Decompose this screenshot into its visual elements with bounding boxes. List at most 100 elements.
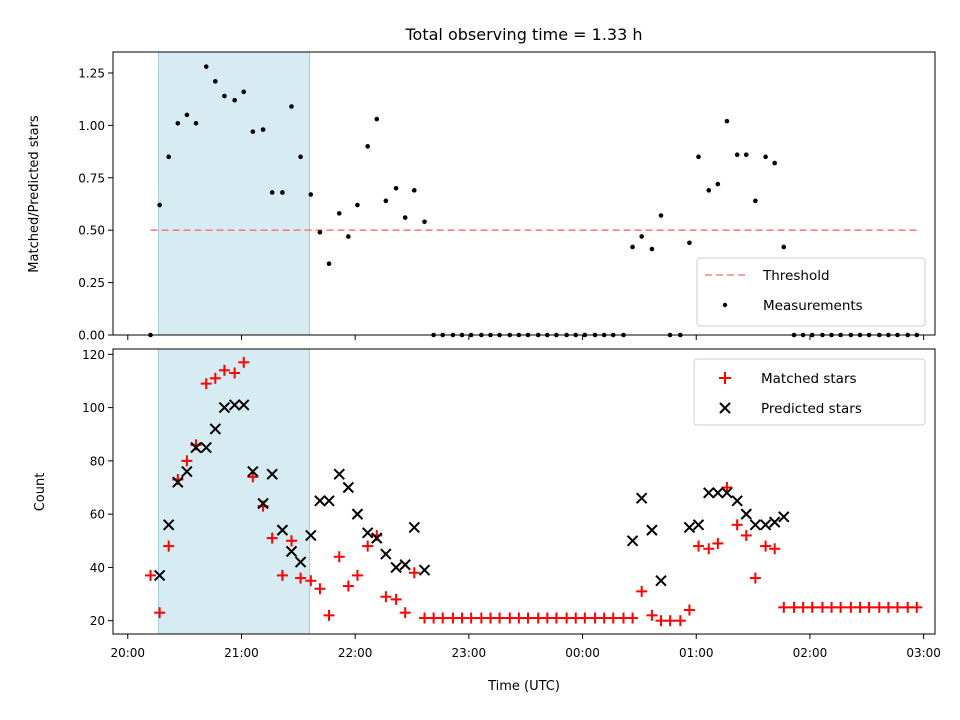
bottom-legend: Matched stars Predicted stars (693, 358, 926, 426)
matched-star-point (494, 612, 506, 624)
bottom-panel: 20 40 60 80 100 120 20:00 21:00 22:00 23:00 00:00… (33, 348, 941, 694)
measurement-point (374, 116, 380, 122)
matched-star-point (712, 537, 724, 549)
measurement-point (166, 154, 172, 160)
measurement-point (326, 261, 332, 267)
matched-star-point (627, 612, 639, 624)
matched-star-point (664, 615, 676, 627)
legend-predicted-label: Predicted stars (761, 401, 862, 417)
measurement-point (743, 152, 749, 158)
bottom-x-tick-label: 22:00 (338, 646, 373, 660)
predicted-star-point (712, 487, 724, 499)
predicted-star-point (257, 497, 269, 510)
predicted-star-point (181, 465, 193, 478)
predicted-star-point (238, 399, 250, 411)
measurement-point (365, 144, 370, 149)
measurement-point (241, 89, 247, 95)
matched-star-point (323, 609, 335, 621)
legend-measurements-label: Measurements (763, 298, 863, 314)
predicted-star-point (314, 495, 326, 507)
predicted-star-point (153, 569, 166, 582)
top-y-tick-label: 0.25 (78, 276, 105, 290)
matched-star-point (209, 372, 221, 384)
matched-star-point (266, 532, 278, 544)
top-legend: Threshold Measurements (696, 257, 926, 327)
predicted-stars-points (153, 399, 790, 587)
predicted-star-point (740, 508, 752, 520)
measurement-point (781, 244, 787, 250)
top-y-axis-label: Matched/Predicted stars (27, 115, 42, 273)
matched-star-point (806, 601, 818, 613)
matched-star-point (181, 455, 193, 467)
matched-star-point (238, 356, 250, 368)
measurement-point (289, 104, 294, 109)
bottom-x-tick-label: 00:00 (565, 646, 600, 660)
bottom-x-tick-label: 21:00 (224, 646, 259, 660)
predicted-star-point (399, 559, 411, 571)
predicted-star-point (635, 492, 648, 504)
matched-star-point (550, 612, 562, 624)
top-chart-title: Total observing time = 1.33 h (404, 25, 642, 44)
measurement-point (213, 79, 218, 84)
measurement-point (763, 154, 768, 160)
bottom-y-axis-label: Count (33, 473, 48, 512)
matched-star-point (740, 529, 752, 541)
measurement-point (175, 120, 181, 126)
predicted-star-point (266, 468, 278, 480)
top-x-ticks (127, 335, 925, 340)
measurement-point (724, 118, 730, 124)
matched-star-point (163, 540, 175, 552)
predicted-star-point (683, 521, 696, 534)
predicted-star-point (408, 521, 420, 534)
predicted-star-point (351, 508, 364, 520)
measurement-point (393, 185, 399, 191)
legend-predicted-swatch (719, 402, 731, 414)
top-highlight-span (158, 51, 311, 336)
measurement-point (269, 190, 275, 195)
matched-star-point (314, 583, 326, 595)
matched-star-point (835, 601, 847, 613)
matched-star-point (769, 543, 781, 555)
matched-star-point (247, 471, 259, 483)
measurement-point (734, 152, 740, 158)
matched-star-point (154, 607, 166, 619)
measurement-point (280, 190, 285, 195)
predicted-star-point (218, 401, 231, 414)
predicted-star-point (228, 399, 241, 411)
bottom-legend-box (693, 358, 926, 426)
matched-star-point (579, 612, 591, 624)
matched-star-point (778, 601, 790, 613)
matched-star-point (646, 609, 658, 621)
matched-star-point (362, 540, 374, 552)
matched-star-point (674, 615, 686, 627)
measurement-point (222, 93, 227, 99)
bottom-y-tick-label: 60 (90, 508, 105, 522)
measurement-point (715, 181, 721, 187)
measurement-point (308, 192, 314, 197)
predicted-star-point (172, 476, 184, 488)
predicted-star-point (276, 524, 289, 536)
predicted-star-point (759, 519, 772, 531)
bottom-y-ticks: 20 40 60 80 100 120 (82, 348, 113, 628)
legend-threshold-label: Threshold (762, 268, 830, 284)
measurement-point (317, 229, 323, 235)
predicted-star-point (333, 468, 345, 480)
measurement-point (639, 234, 644, 239)
predicted-star-point (646, 524, 658, 536)
matched-star-point (703, 543, 715, 555)
matched-star-point (276, 569, 288, 581)
predicted-star-point (731, 495, 743, 507)
predicted-star-point (209, 423, 222, 435)
predicted-star-point (247, 465, 259, 478)
bottom-x-ticks: 20:00 21:00 22:00 23:00 00:00 01:00 02:00 03:00 (110, 634, 941, 660)
predicted-star-point (285, 545, 298, 558)
measurement-point (203, 64, 209, 69)
measurement-point (355, 202, 360, 208)
matched-star-point (305, 575, 317, 587)
bottom-y-tick-label: 40 (90, 561, 105, 575)
predicted-star-point (390, 561, 402, 574)
bottom-x-tick-label: 20:00 (110, 646, 145, 660)
predicted-star-point (163, 519, 175, 531)
measurement-point (336, 211, 342, 216)
